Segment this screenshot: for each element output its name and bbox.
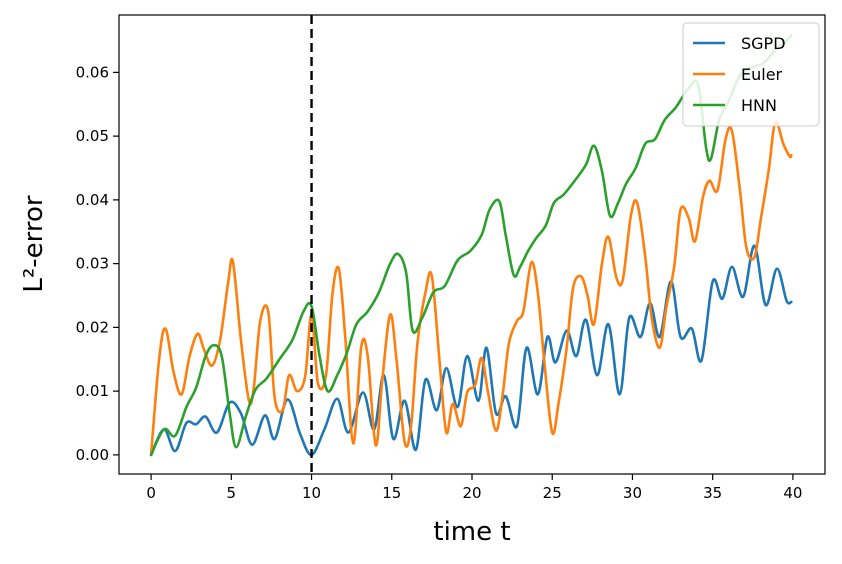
y-tick-label: 0.03 <box>76 255 109 273</box>
y-tick-label: 0.06 <box>76 63 109 81</box>
x-tick-label: 30 <box>623 484 642 502</box>
y-axis: 0.00 0.01 0.02 0.03 0.04 0.05 0.06 <box>76 63 119 464</box>
y-tick-label: 0.02 <box>76 318 109 336</box>
legend-label-hnn: HNN <box>741 96 777 115</box>
y-tick-label: 0.00 <box>76 446 109 464</box>
legend: SGPD Euler HNN <box>682 22 820 127</box>
y-axis-title: L²-error <box>19 195 49 293</box>
x-tick-label: 0 <box>146 484 156 502</box>
x-tick-label: 35 <box>703 484 722 502</box>
x-axis-title: time t <box>433 517 510 547</box>
x-tick-label: 15 <box>382 484 401 502</box>
legend-box <box>682 22 820 127</box>
series-line-euler <box>149 120 793 457</box>
legend-label-sgpd: SGPD <box>741 34 786 53</box>
y-tick-label: 0.05 <box>76 127 109 145</box>
y-tick-label: 0.01 <box>76 382 109 400</box>
y-tick-label: 0.04 <box>76 191 109 209</box>
x-tick-label: 5 <box>227 484 237 502</box>
x-tick-label: 40 <box>783 484 802 502</box>
x-tick-label: 20 <box>462 484 481 502</box>
x-tick-label: 25 <box>543 484 562 502</box>
series-line-sgpd <box>149 244 793 457</box>
x-axis: 0 5 10 15 20 25 30 35 40 <box>146 474 802 502</box>
x-tick-label: 10 <box>302 484 321 502</box>
legend-label-euler: Euler <box>741 65 783 84</box>
